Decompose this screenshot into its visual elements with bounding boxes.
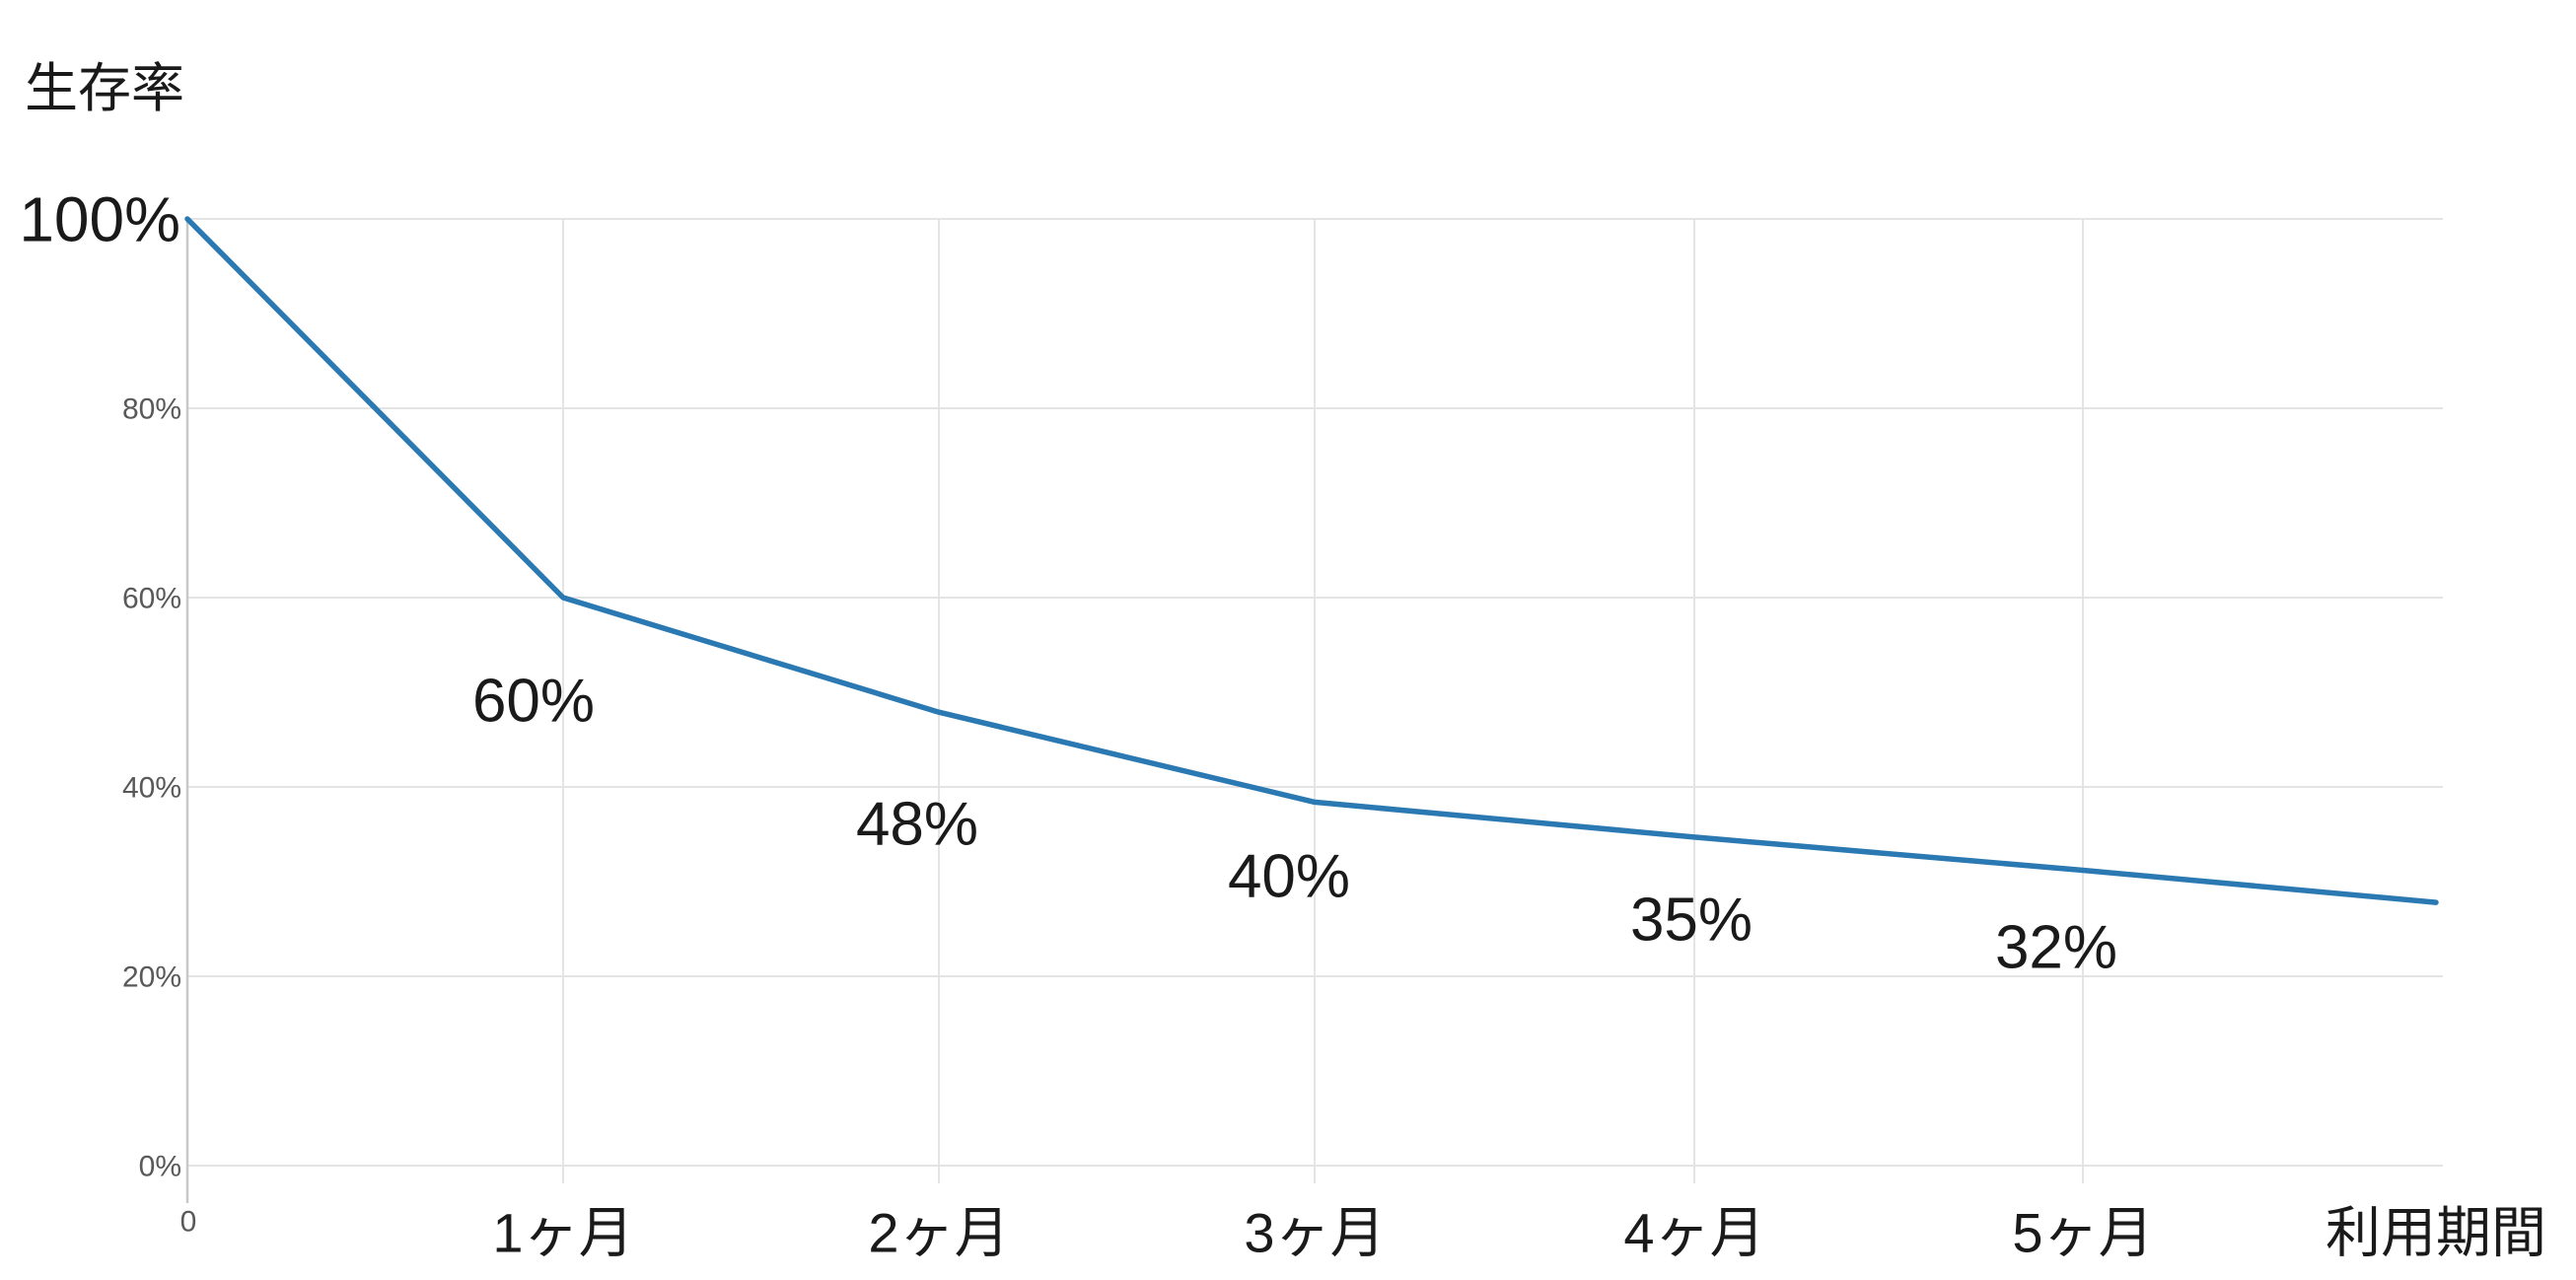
y-axis-tick-labels: 80% 60% 40% 20% 0% [122, 393, 181, 1183]
data-label-35%: 35% [1630, 887, 1753, 955]
x-tick-label-5: 5ヶ月 [2012, 1202, 2153, 1264]
x-tick-label-1: 1ヶ月 [492, 1202, 633, 1264]
y-tick-label-0%: 0% [139, 1151, 181, 1183]
x-tick-label-0: 0 [180, 1206, 197, 1239]
vertical-gridlines [562, 219, 2084, 1183]
chart-title: 生存率 [25, 59, 184, 118]
y-tick-label-60%: 60% [122, 583, 181, 615]
x-tick-label-4: 4ヶ月 [1623, 1202, 1764, 1264]
data-label-32%: 32% [1995, 914, 2117, 982]
data-label-40%: 40% [1228, 843, 1350, 911]
x-tick-label-3: 3ヶ月 [1244, 1202, 1385, 1264]
data-point-labels: 100% 60% 48% 40% 35% 32% [19, 183, 2117, 981]
y-tick-label-80%: 80% [122, 393, 181, 426]
y-tick-label-40%: 40% [122, 772, 181, 805]
x-tick-label-6: 利用期間 [2326, 1202, 2546, 1264]
x-tick-label-2: 2ヶ月 [868, 1202, 1009, 1264]
data-label-60%: 60% [472, 668, 595, 736]
x-axis-tick-labels: 0 1ヶ月 2ヶ月 3ヶ月 4ヶ月 5ヶ月 利用期間 [180, 1202, 2546, 1264]
survival-rate-line [184, 216, 2439, 905]
data-label-100%: 100% [19, 183, 180, 254]
data-label-48%: 48% [856, 791, 978, 859]
y-tick-label-20%: 20% [122, 961, 181, 994]
